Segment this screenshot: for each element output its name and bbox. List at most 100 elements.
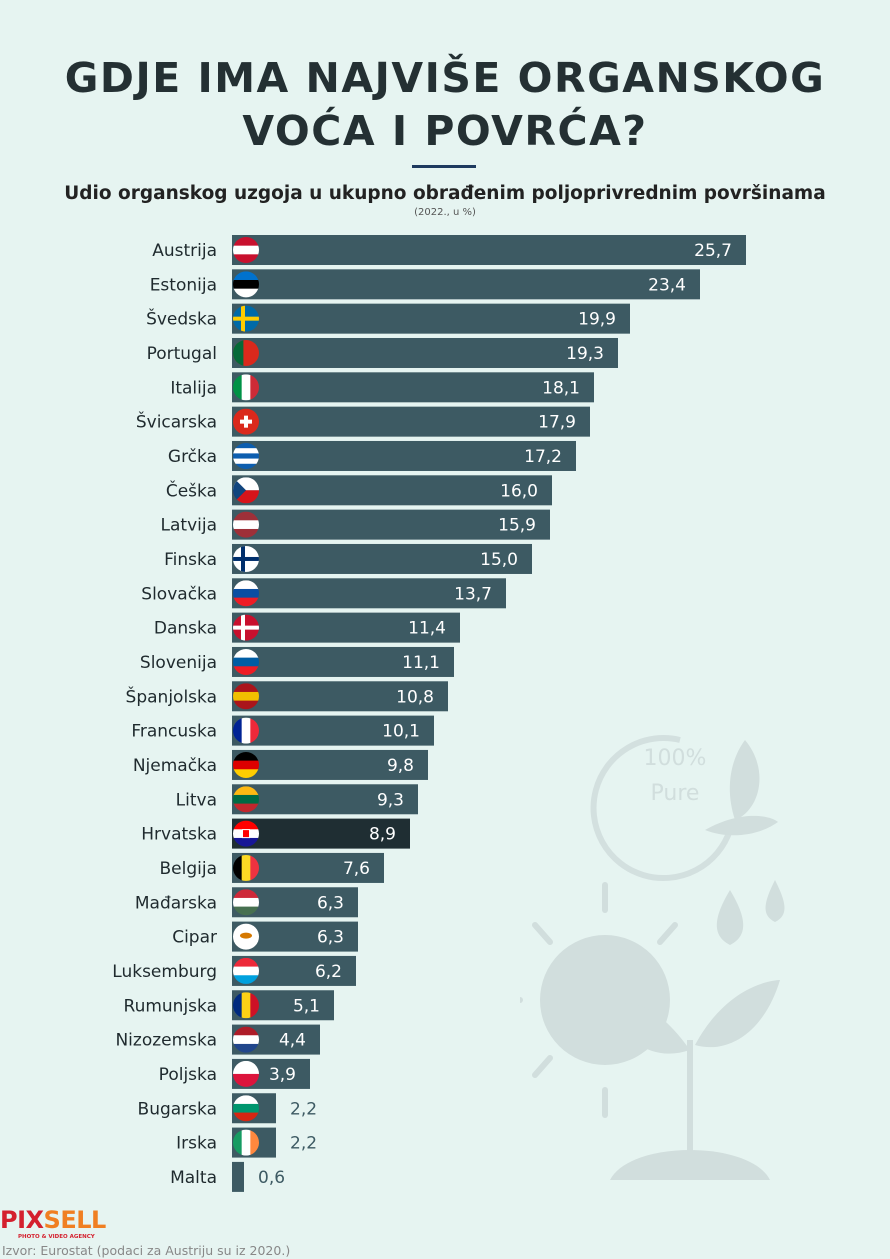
flag-icon [233, 614, 259, 641]
category-label: Mađarska [135, 893, 217, 913]
flag-icon [233, 854, 259, 881]
value-label: 3,9 [269, 1065, 296, 1085]
flag-icon [233, 305, 259, 332]
bar [232, 440, 576, 471]
value-label: 7,6 [343, 859, 370, 879]
category-label: Poljska [159, 1065, 217, 1085]
category-label: Latvija [161, 516, 217, 536]
category-label: Španjolska [126, 685, 217, 707]
bar [232, 784, 418, 815]
value-label: 23,4 [648, 275, 686, 295]
bar [232, 1161, 244, 1192]
category-label: Francuska [131, 722, 217, 742]
value-label: 15,9 [498, 516, 536, 536]
flag-icon [233, 237, 259, 263]
bar [232, 372, 594, 403]
flag-icon [233, 1129, 259, 1156]
category-label: Slovenija [140, 653, 217, 673]
value-label: 4,4 [279, 1031, 306, 1051]
category-label: Bugarska [138, 1099, 217, 1119]
flag-icon [233, 374, 259, 401]
bar [232, 543, 532, 574]
category-label: Nizozemska [115, 1031, 217, 1051]
flag-icon [233, 1060, 259, 1087]
category-label: Češka [166, 479, 217, 501]
value-label: 9,3 [377, 790, 404, 810]
bar [232, 749, 428, 780]
flag-icon [233, 511, 259, 538]
category-label: Luksemburg [112, 962, 217, 982]
category-label: Slovačka [141, 584, 217, 604]
bar [232, 715, 434, 746]
category-label: Malta [170, 1168, 217, 1188]
bar [232, 235, 746, 265]
flag-icon [233, 957, 259, 984]
pixsell-logo: PIXSELL [0, 1207, 106, 1233]
category-label: Austrija [152, 241, 217, 261]
organic-decoration-icon: 100% Pure [520, 735, 785, 1180]
value-label: 19,9 [578, 310, 616, 330]
category-label: Irska [176, 1134, 217, 1154]
value-label: 25,7 [694, 241, 732, 261]
value-label: 5,1 [293, 996, 320, 1016]
value-label: 2,2 [290, 1134, 317, 1154]
flag-icon [233, 786, 259, 813]
value-label: 18,1 [542, 378, 580, 398]
flag-icon [233, 923, 259, 950]
flag-icon [233, 477, 259, 504]
decoration-text-1: 100% [644, 746, 707, 771]
flag-icon [233, 889, 259, 916]
flag-icon [233, 683, 259, 710]
category-label: Litva [176, 790, 217, 810]
bar [232, 578, 506, 609]
chart-subtitle: Udio organskog uzgoja u ukupno obrađenim… [64, 183, 826, 204]
flag-icon [233, 271, 259, 298]
category-label: Belgija [160, 859, 218, 879]
bar [232, 509, 550, 540]
category-label: Danska [154, 619, 217, 639]
value-label: 8,9 [369, 825, 396, 845]
flag-icon [233, 580, 259, 607]
category-label: Finska [164, 550, 217, 570]
value-label: 9,8 [387, 756, 414, 776]
flag-icon [233, 648, 259, 675]
flag-icon [233, 820, 259, 847]
bar [232, 406, 590, 437]
category-label: Italija [170, 378, 217, 398]
bar [232, 337, 618, 368]
chart-note: (2022., u %) [414, 207, 476, 218]
category-label: Njemačka [133, 756, 217, 776]
value-label: 16,0 [500, 481, 538, 501]
bar [232, 269, 700, 300]
bar [232, 818, 410, 849]
title-divider [412, 165, 476, 168]
value-label: 11,1 [402, 653, 440, 673]
value-label: 10,1 [382, 722, 420, 742]
value-label: 11,4 [408, 619, 446, 639]
flag-icon [233, 1095, 259, 1122]
flag-icon [233, 545, 259, 572]
logo-part-1: PIX [0, 1206, 44, 1234]
flag-icon [233, 992, 259, 1019]
value-label: 2,2 [290, 1099, 317, 1119]
value-label: 17,2 [524, 447, 562, 467]
page-title: GDJE IMA NAJVIŠE ORGANSKOG VOĆA I POVRĆA… [0, 52, 890, 158]
value-label: 17,9 [538, 413, 576, 433]
value-label: 6,2 [315, 962, 342, 982]
value-label: 13,7 [454, 584, 492, 604]
value-label: 19,3 [566, 344, 604, 364]
value-label: 15,0 [480, 550, 518, 570]
flag-icon [233, 751, 259, 778]
category-label: Švicarska [136, 411, 217, 433]
category-label: Estonija [150, 275, 217, 295]
category-label: Švedska [146, 308, 217, 330]
decoration-text-2: Pure [651, 781, 700, 806]
category-label: Hrvatska [141, 825, 217, 845]
bar [232, 646, 454, 677]
flag-icon [233, 339, 259, 366]
value-label: 6,3 [317, 893, 344, 913]
flag-icon [233, 717, 259, 744]
logo-tagline: PHOTO & VIDEO AGENCY [18, 1234, 95, 1240]
category-label: Rumunjska [124, 996, 217, 1016]
